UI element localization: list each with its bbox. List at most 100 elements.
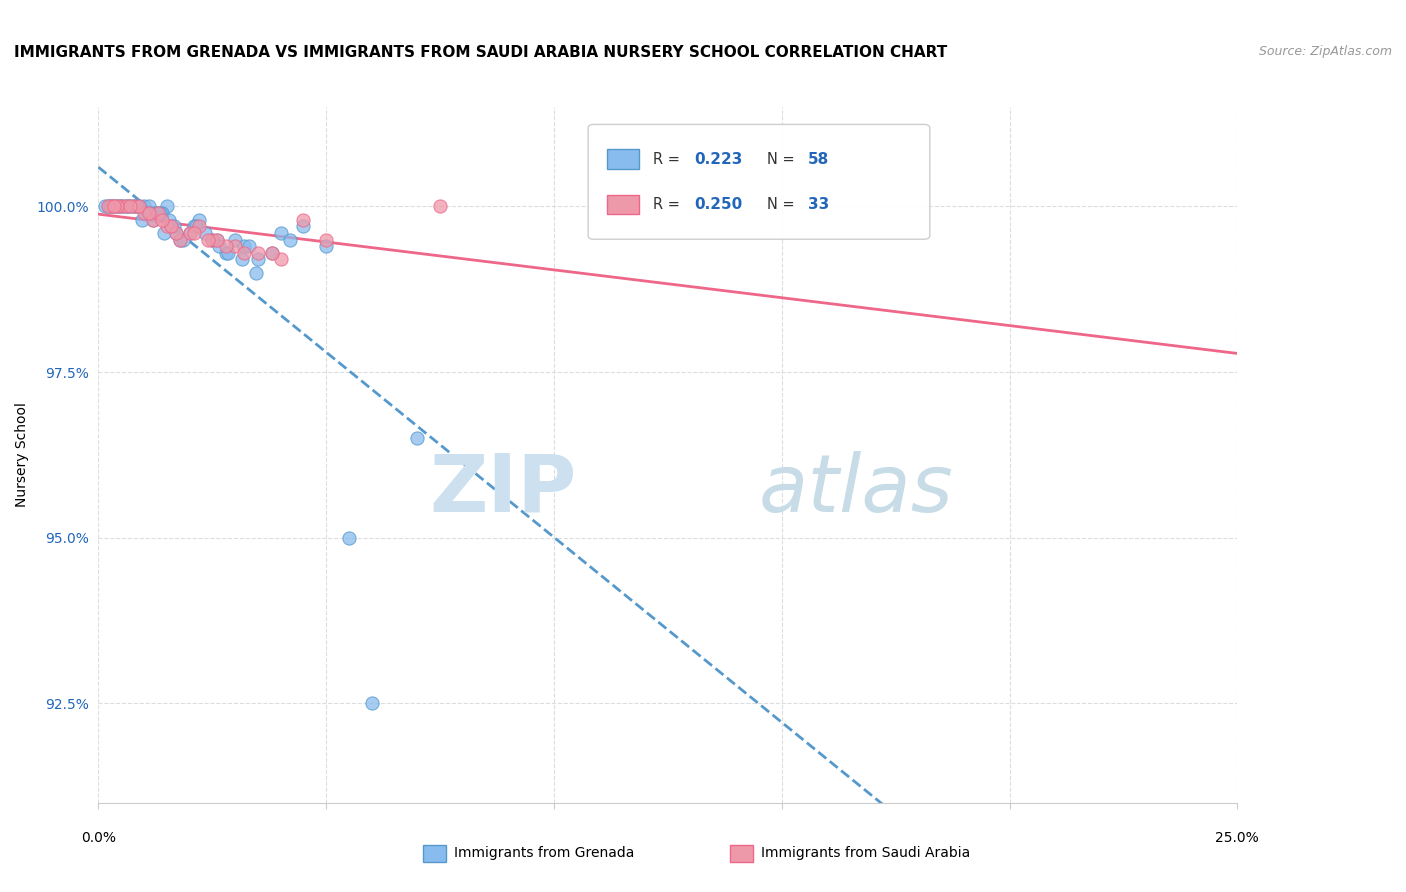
Point bbox=[101, 199, 124, 213]
Point bbox=[103, 199, 125, 213]
Point bbox=[142, 212, 165, 227]
Point bbox=[120, 199, 142, 213]
Point bbox=[162, 219, 184, 234]
Text: R =: R = bbox=[652, 197, 685, 212]
Text: Source: ZipAtlas.com: Source: ZipAtlas.com bbox=[1258, 45, 1392, 58]
Point bbox=[169, 233, 191, 247]
Point bbox=[127, 199, 149, 213]
Text: N =: N = bbox=[766, 197, 799, 212]
Point bbox=[165, 226, 187, 240]
Point bbox=[169, 233, 191, 247]
Point bbox=[131, 212, 153, 227]
Point bbox=[128, 199, 150, 213]
Text: atlas: atlas bbox=[759, 450, 953, 529]
Point bbox=[101, 199, 124, 213]
Point bbox=[217, 245, 239, 260]
Point bbox=[183, 219, 205, 234]
Point bbox=[96, 199, 118, 213]
Point bbox=[238, 239, 260, 253]
Point bbox=[153, 226, 176, 240]
Text: 25.0%: 25.0% bbox=[1215, 830, 1260, 845]
Point bbox=[270, 252, 292, 267]
Text: IMMIGRANTS FROM GRENADA VS IMMIGRANTS FROM SAUDI ARABIA NURSERY SCHOOL CORRELATI: IMMIGRANTS FROM GRENADA VS IMMIGRANTS FR… bbox=[14, 45, 948, 60]
Text: 0.0%: 0.0% bbox=[82, 830, 115, 845]
Point bbox=[135, 206, 157, 220]
Point bbox=[245, 266, 267, 280]
Point bbox=[224, 233, 246, 247]
Point bbox=[103, 199, 125, 213]
Point bbox=[138, 206, 160, 220]
Point bbox=[139, 206, 162, 220]
Point bbox=[156, 199, 179, 213]
Text: 0.223: 0.223 bbox=[695, 152, 742, 167]
Text: 58: 58 bbox=[808, 152, 830, 167]
Point bbox=[117, 199, 139, 213]
Point bbox=[292, 212, 315, 227]
Point bbox=[121, 199, 143, 213]
Point bbox=[165, 226, 187, 240]
Point bbox=[205, 233, 228, 247]
Point bbox=[406, 431, 429, 445]
Point bbox=[187, 219, 209, 234]
Point bbox=[201, 233, 224, 247]
Point bbox=[124, 199, 146, 213]
Point bbox=[146, 206, 169, 220]
Bar bbox=[607, 150, 640, 169]
Point bbox=[98, 199, 121, 213]
Point bbox=[146, 206, 169, 220]
Point bbox=[224, 239, 246, 253]
Point bbox=[179, 226, 201, 240]
Point bbox=[231, 252, 253, 267]
Point bbox=[138, 199, 160, 213]
Point bbox=[172, 233, 194, 247]
Point bbox=[205, 233, 228, 247]
Point bbox=[179, 226, 201, 240]
Text: 33: 33 bbox=[808, 197, 830, 212]
Point bbox=[149, 206, 172, 220]
Point bbox=[150, 206, 173, 220]
Point bbox=[150, 212, 173, 227]
Point bbox=[114, 199, 136, 213]
Point bbox=[157, 212, 180, 227]
Text: 0.250: 0.250 bbox=[695, 197, 742, 212]
Point bbox=[187, 212, 209, 227]
Point bbox=[201, 233, 224, 247]
Point bbox=[233, 239, 256, 253]
Point bbox=[105, 199, 128, 213]
Point bbox=[260, 245, 283, 260]
Point bbox=[142, 212, 165, 227]
Point bbox=[260, 245, 283, 260]
Point bbox=[246, 252, 269, 267]
Point bbox=[292, 219, 315, 234]
Point bbox=[233, 245, 256, 260]
Bar bbox=[607, 194, 640, 214]
Text: R =: R = bbox=[652, 152, 685, 167]
Point bbox=[145, 206, 167, 220]
Point bbox=[160, 219, 183, 234]
Point bbox=[186, 219, 208, 234]
Point bbox=[315, 239, 337, 253]
Point bbox=[132, 206, 155, 220]
Point bbox=[270, 226, 292, 240]
Point bbox=[96, 199, 118, 213]
Point bbox=[94, 199, 117, 213]
Point bbox=[105, 199, 128, 213]
Point bbox=[160, 219, 183, 234]
Point bbox=[215, 239, 238, 253]
Point bbox=[132, 199, 155, 213]
Point bbox=[429, 199, 451, 213]
Point bbox=[114, 199, 136, 213]
Point bbox=[197, 233, 219, 247]
Point bbox=[124, 199, 146, 213]
Point bbox=[128, 199, 150, 213]
Point bbox=[108, 199, 131, 213]
Point bbox=[337, 531, 360, 545]
Point bbox=[110, 199, 132, 213]
Point bbox=[215, 245, 238, 260]
Point bbox=[315, 233, 337, 247]
Text: Immigrants from Saudi Arabia: Immigrants from Saudi Arabia bbox=[761, 846, 970, 860]
Point bbox=[246, 245, 269, 260]
Point bbox=[110, 199, 132, 213]
Text: ZIP: ZIP bbox=[429, 450, 576, 529]
Point bbox=[360, 697, 382, 711]
